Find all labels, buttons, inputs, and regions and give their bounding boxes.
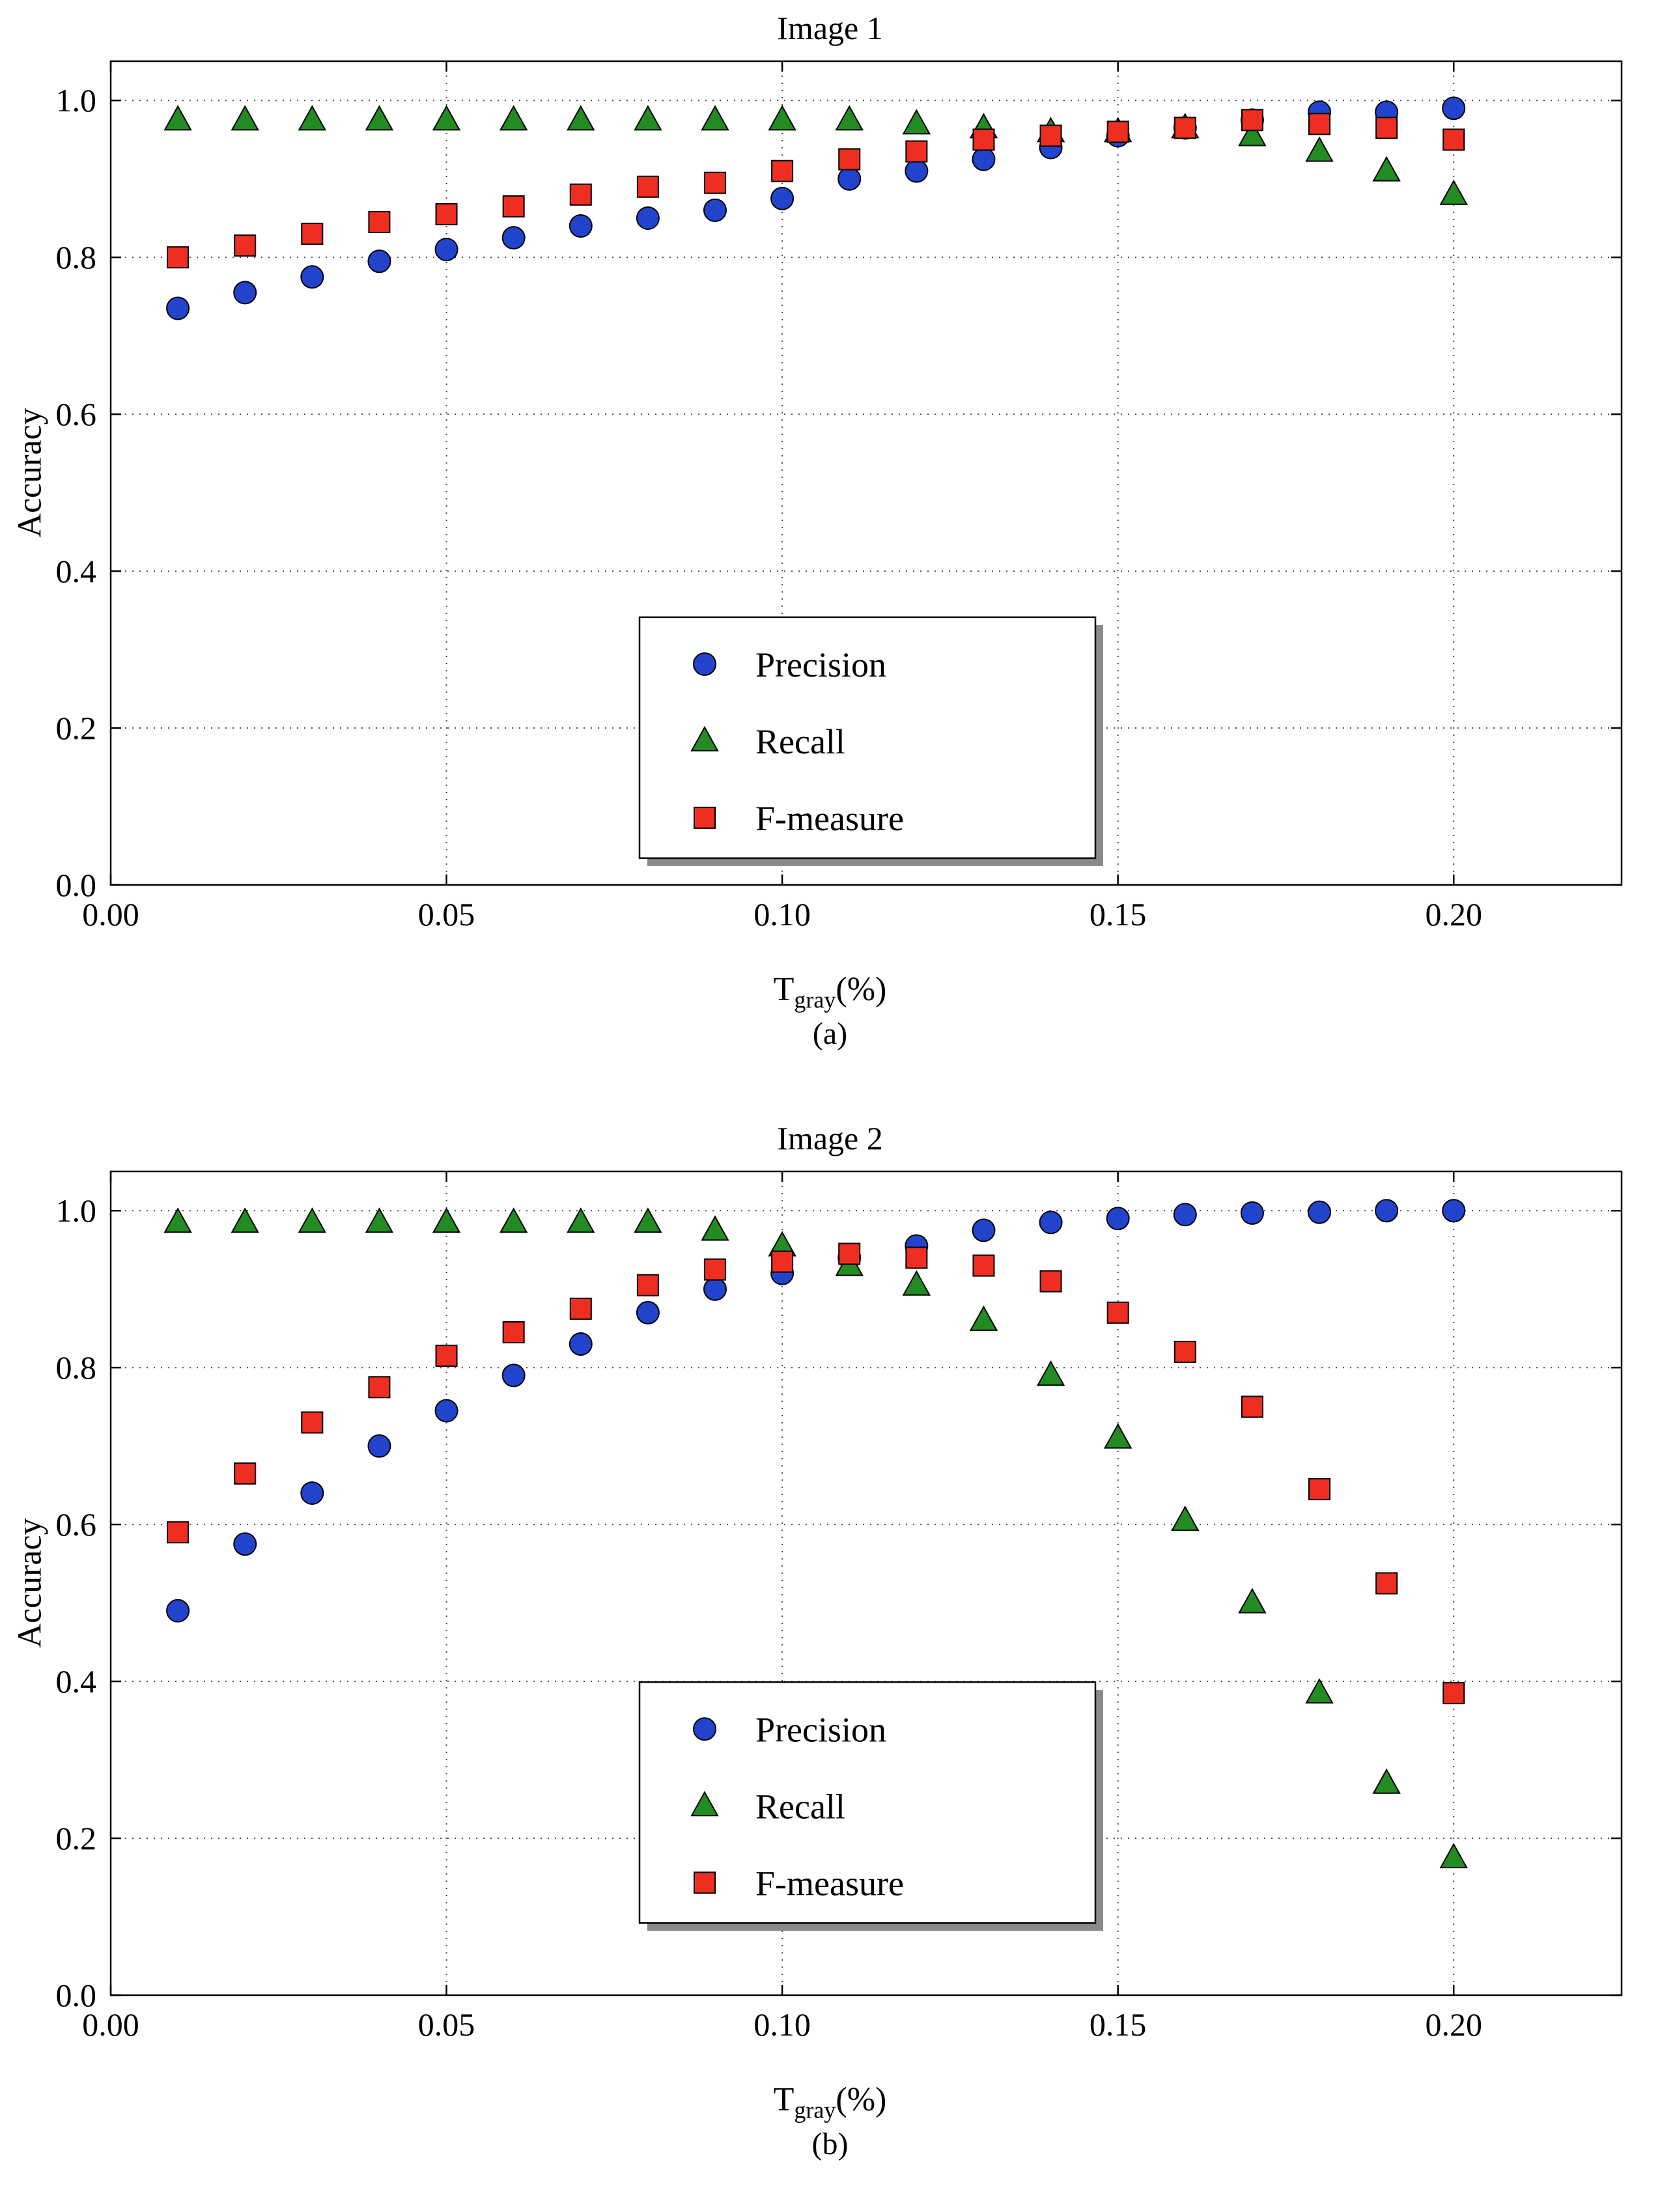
svg-text:1.0: 1.0 xyxy=(56,82,97,119)
legend-marker-square-icon xyxy=(694,1871,716,1894)
y-axis-label: Accuracy xyxy=(11,408,49,538)
svg-text:0.00: 0.00 xyxy=(82,896,139,932)
scatter-plot: 0.00 0.05 0.10 0.15 0.20 0.0 0.2 0.4 0.6 0.8 1.0 Pr… xyxy=(56,1170,1623,2043)
svg-text:0.20: 0.20 xyxy=(1425,896,1482,932)
figure-b: Image 2 0.00 0.05 0.10 0.15 0.20 0.0 0.2 0.4 0.6… xyxy=(0,1110,1660,2162)
legend-label: Recall xyxy=(755,1787,845,1826)
legend-marker-square-icon xyxy=(694,806,716,829)
tick-marks xyxy=(109,1171,1622,1996)
legend-label: F-measure xyxy=(755,1864,904,1903)
series-precision xyxy=(166,1199,1466,1623)
x-axis-label: Tgray(%) xyxy=(0,970,1660,1013)
chart-title: Image 2 xyxy=(777,1120,883,1156)
y-tick-labels: 0.0 0.2 0.4 0.6 0.8 1.0 xyxy=(56,1192,97,2013)
legend-label: Recall xyxy=(755,722,845,761)
x-axis-label-subscript: gray xyxy=(794,987,836,1013)
figure-caption: (b) xyxy=(811,2127,849,2161)
y-tick-labels: 0.0 0.2 0.4 0.6 0.8 1.0 xyxy=(56,82,97,903)
svg-text:0.10: 0.10 xyxy=(753,896,811,932)
series-f-measure xyxy=(167,109,1465,269)
x-axis-label-unit: (%) xyxy=(836,971,887,1008)
svg-text:0.20: 0.20 xyxy=(1425,2006,1482,2043)
series-recall xyxy=(163,1207,1468,1869)
x-axis-label: Tgray(%) xyxy=(0,2080,1660,2123)
svg-text:0.0: 0.0 xyxy=(56,1977,97,2013)
svg-text:0.4: 0.4 xyxy=(56,553,97,589)
legend-marker-circle-icon xyxy=(693,652,716,676)
series-precision xyxy=(166,96,1466,320)
svg-text:0.2: 0.2 xyxy=(56,1820,97,1856)
legend-label: F-measure xyxy=(755,799,904,838)
x-tick-labels: 0.00 0.05 0.10 0.15 0.20 xyxy=(82,896,1482,932)
plot-area: 0.00 0.05 0.10 0.15 0.20 0.0 0.2 0.4 0.6 0.8 1.0 Pr… xyxy=(0,48,1660,973)
x-axis-label-subscript: gray xyxy=(794,2097,836,2123)
plot-border xyxy=(109,1170,1623,1996)
legend-marker-triangle-icon xyxy=(690,1791,719,1817)
svg-text:0.15: 0.15 xyxy=(1090,2006,1147,2043)
series-f-measure xyxy=(167,1242,1465,1705)
x-axis-label-main: T xyxy=(773,2081,795,2118)
x-tick-labels: 0.00 0.05 0.10 0.15 0.20 xyxy=(82,2006,1482,2043)
svg-text:1.0: 1.0 xyxy=(56,1192,97,1229)
svg-text:0.8: 0.8 xyxy=(56,1349,97,1386)
svg-text:0.4: 0.4 xyxy=(56,1663,97,1700)
svg-text:0.2: 0.2 xyxy=(56,710,97,746)
svg-text:0.00: 0.00 xyxy=(82,2006,139,2043)
series-recall xyxy=(163,105,1468,205)
svg-text:0.15: 0.15 xyxy=(1090,896,1147,932)
legend-marker-triangle-icon xyxy=(690,725,719,751)
svg-text:0.6: 0.6 xyxy=(56,1506,97,1543)
svg-text:0.8: 0.8 xyxy=(56,239,97,275)
plot-area: 0.00 0.05 0.10 0.15 0.20 0.0 0.2 0.4 0.6 0.8 1.0 Pr… xyxy=(0,1158,1660,2083)
chart-title: Image 1 xyxy=(777,10,883,46)
scatter-plot: 0.00 0.05 0.10 0.15 0.20 0.0 0.2 0.4 0.6 0.8 1.0 Pr… xyxy=(56,60,1623,932)
x-axis-label-main: T xyxy=(773,971,795,1008)
figure-caption: (a) xyxy=(812,1016,848,1051)
svg-text:0.6: 0.6 xyxy=(56,396,97,432)
svg-text:0.10: 0.10 xyxy=(753,2006,811,2043)
svg-text:0.0: 0.0 xyxy=(56,867,97,903)
svg-text:0.05: 0.05 xyxy=(418,2006,475,2043)
svg-text:0.05: 0.05 xyxy=(418,896,475,932)
legend-marker-circle-icon xyxy=(693,1717,716,1741)
legend-label: Precision xyxy=(755,1710,886,1749)
y-axis-label: Accuracy xyxy=(11,1518,49,1648)
figure-a: Image 1 0.00 0.05 0.10 0.15 0.20 0.0 0.2 0.4 0.6… xyxy=(0,0,1660,1052)
tick-marks xyxy=(109,61,1622,886)
plot-border xyxy=(109,60,1623,886)
legend-label: Precision xyxy=(755,645,886,684)
x-axis-label-unit: (%) xyxy=(836,2081,887,2118)
